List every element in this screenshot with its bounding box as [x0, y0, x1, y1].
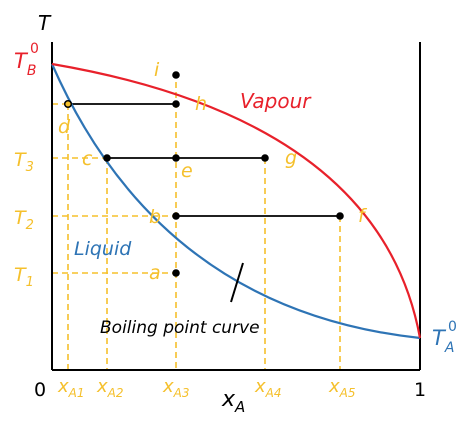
point-g: [261, 154, 269, 162]
x-axis-title: xA: [221, 387, 245, 416]
boiling-point-curve-label: Boiling point curve: [100, 318, 260, 338]
x-tick-xa2: xA2: [96, 376, 124, 400]
state-points: [63, 71, 344, 277]
x-tick-xa3: xA3: [162, 376, 190, 400]
label-c: c: [82, 148, 93, 170]
boiling-point-curve: [50, 63, 421, 340]
x-tick-xa1: xA1: [57, 376, 85, 400]
y-axis-title: T: [38, 11, 52, 35]
label-h: h: [195, 93, 207, 115]
ta0-label: TA: [432, 326, 454, 356]
point-b: [172, 212, 180, 220]
point-d: [63, 99, 73, 109]
label-b: b: [149, 206, 161, 228]
x-origin-label: 0: [34, 379, 46, 401]
point-i: [172, 71, 180, 79]
label-g: g: [285, 147, 297, 169]
point-a: [172, 269, 180, 277]
guide-lines: [52, 82, 341, 370]
curve-label-pointer: [230, 262, 244, 303]
point-h: [172, 100, 180, 108]
y-tick-t3: T3: [14, 149, 34, 175]
y-tick-t2: T2: [14, 207, 34, 233]
y-tick-t1: T1: [14, 264, 34, 290]
point-e: [172, 154, 180, 162]
dew-point-curve: [51, 62, 422, 339]
x-tick-xa5: xA5: [328, 376, 356, 400]
vapour-label: Vapour: [240, 89, 312, 113]
axes: [51, 42, 421, 371]
x-end-label: 1: [414, 379, 426, 401]
x-tick-xa4: xA4: [254, 376, 282, 400]
label-d: d: [58, 116, 71, 138]
label-e: e: [181, 160, 193, 182]
label-f: f: [358, 205, 368, 227]
point-f: [336, 212, 344, 220]
label-i: i: [154, 59, 160, 81]
label-a: a: [149, 262, 161, 284]
tb0-label: TB: [14, 49, 36, 79]
liquid-label: Liquid: [74, 238, 132, 260]
ta0-superscript: 0: [448, 319, 457, 335]
point-c: [103, 154, 111, 162]
tie-lines: [68, 103, 340, 217]
tb0-superscript: 0: [30, 41, 39, 57]
